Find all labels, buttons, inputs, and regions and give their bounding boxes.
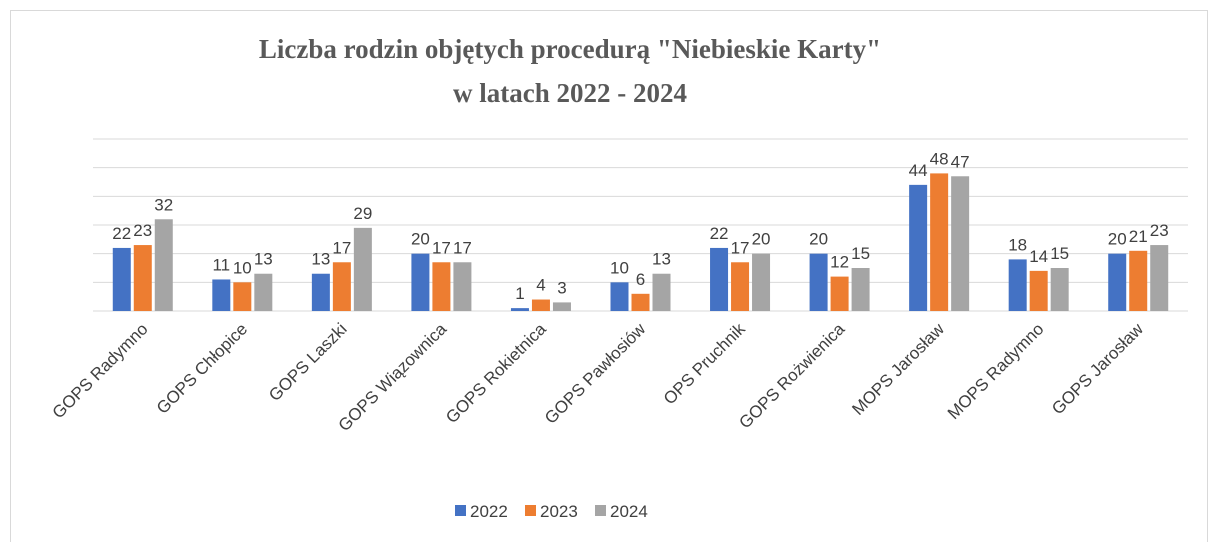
bar [809, 253, 828, 311]
bar [1150, 245, 1169, 311]
bar [510, 308, 529, 311]
data-label: 1 [515, 284, 524, 303]
data-label: 11 [212, 255, 230, 274]
bar [951, 176, 970, 311]
data-label: 32 [154, 195, 173, 214]
data-label: 21 [1129, 227, 1148, 246]
bar [531, 299, 550, 311]
data-label: 20 [411, 230, 430, 249]
data-label: 47 [951, 152, 970, 171]
data-label: 17 [731, 238, 750, 257]
bar [830, 276, 849, 311]
bar [332, 262, 351, 311]
legend-label: 2023 [540, 502, 578, 521]
bar [1008, 259, 1027, 311]
data-label: 4 [536, 276, 545, 295]
bar [731, 262, 750, 311]
data-label: 13 [652, 250, 671, 269]
data-label: 6 [636, 270, 645, 289]
bar [432, 262, 451, 311]
legend-swatch [455, 505, 466, 516]
legend-label: 2022 [470, 502, 508, 521]
bar [610, 282, 629, 311]
chart-title: Liczba rodzin objętych procedurą "Niebie… [259, 34, 881, 64]
bar [930, 173, 949, 311]
bar [909, 184, 928, 311]
bar [1029, 270, 1048, 311]
bar [411, 253, 430, 311]
bar [1050, 268, 1069, 311]
data-label: 14 [1029, 247, 1048, 266]
bar [112, 247, 131, 311]
data-label: 20 [809, 230, 828, 249]
bar [752, 253, 771, 311]
data-label: 17 [432, 238, 451, 257]
data-label: 3 [557, 278, 566, 297]
data-label: 15 [1050, 244, 1069, 263]
bar [552, 302, 571, 311]
data-label: 44 [909, 161, 928, 180]
bar [233, 282, 252, 311]
bar [1108, 253, 1127, 311]
legend-label: 2024 [610, 502, 648, 521]
bar [710, 247, 729, 311]
bar [254, 273, 273, 311]
data-label: 48 [930, 149, 949, 168]
data-label: 17 [332, 238, 351, 257]
data-label: 29 [353, 204, 372, 223]
bar [353, 227, 372, 311]
chart-title: w latach 2022 - 2024 [453, 78, 687, 108]
data-label: 13 [254, 250, 273, 269]
bar [631, 293, 650, 311]
data-label: 10 [610, 258, 629, 277]
data-label: 15 [851, 244, 870, 263]
bar [212, 279, 231, 311]
bar [851, 268, 870, 311]
bar [652, 273, 671, 311]
data-label: 17 [453, 238, 472, 257]
data-label: 12 [830, 253, 849, 272]
data-label: 23 [133, 221, 152, 240]
data-label: 20 [752, 230, 771, 249]
legend-swatch [525, 505, 536, 516]
bar [453, 262, 472, 311]
data-label: 10 [233, 258, 252, 277]
data-label: 18 [1008, 235, 1027, 254]
data-label: 22 [710, 224, 729, 243]
bar [133, 245, 152, 311]
legend-swatch [595, 505, 606, 516]
data-label: 20 [1108, 230, 1127, 249]
bar [311, 273, 330, 311]
data-label: 23 [1150, 221, 1169, 240]
chart-border [10, 10, 1208, 542]
bar [154, 219, 173, 311]
data-label: 13 [311, 250, 330, 269]
bar [1129, 250, 1148, 311]
data-label: 22 [112, 224, 131, 243]
